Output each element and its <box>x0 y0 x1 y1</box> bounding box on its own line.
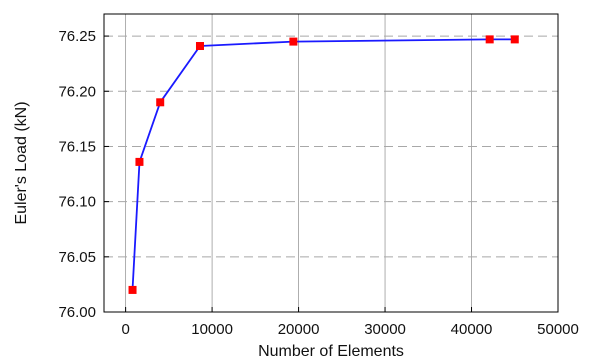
data-point-marker <box>289 37 298 46</box>
y-axis-title: Euler's Load (kN) <box>13 101 30 224</box>
y-tick-label: 76.25 <box>58 28 96 45</box>
data-point-marker <box>195 42 204 51</box>
y-tick-label: 76.10 <box>58 194 96 211</box>
x-tick-label: 50000 <box>537 321 579 338</box>
data-point-marker <box>485 35 494 44</box>
series-line <box>131 38 515 290</box>
series-line-group <box>131 38 515 290</box>
y-tick-label: 76.15 <box>58 138 96 155</box>
x-tick-label: 0 <box>121 321 129 338</box>
grid-lines <box>104 14 559 313</box>
data-points <box>128 35 519 294</box>
data-point-marker <box>128 285 137 294</box>
x-tick-label: 40000 <box>451 321 493 338</box>
y-tick-label: 76.20 <box>58 83 96 100</box>
x-tick-label: 10000 <box>191 321 233 338</box>
x-tick-label: 30000 <box>364 321 406 338</box>
data-point-marker <box>156 98 165 107</box>
x-tick-label: 20000 <box>278 321 320 338</box>
y-tick-label: 76.05 <box>58 249 96 266</box>
data-point-marker <box>135 157 144 166</box>
x-axis-title: Number of Elements <box>258 343 404 360</box>
axis-ticks: 0 10000 20000 30000 40000 50000 76.00 76.05 76.1… <box>58 28 578 338</box>
y-tick-label: 76.00 <box>58 304 96 321</box>
plot-area-frame <box>103 13 559 313</box>
data-point-marker <box>510 35 519 44</box>
